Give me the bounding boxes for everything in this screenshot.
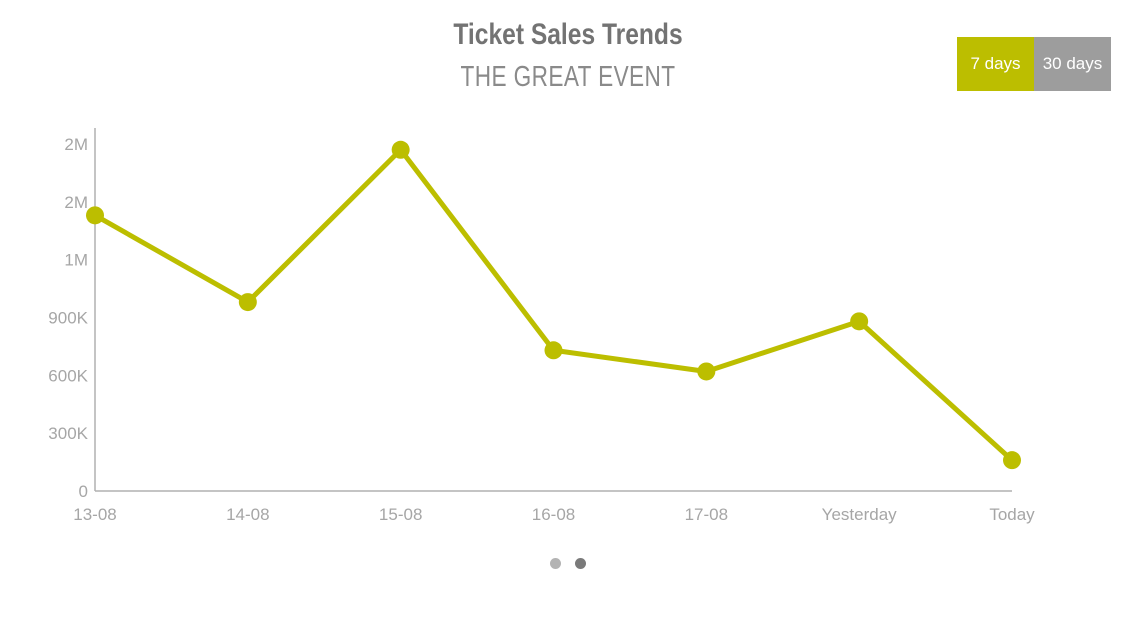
page-dot-2-active[interactable] — [575, 558, 586, 569]
y-tick-label: 900K — [48, 309, 88, 328]
x-tick-label: 16-08 — [532, 505, 575, 524]
y-tick-label: 0 — [79, 482, 88, 501]
data-point — [697, 362, 716, 381]
data-point — [86, 206, 104, 225]
y-tick-label: 1M — [64, 251, 88, 270]
x-tick-label: 13-08 — [73, 505, 116, 524]
x-tick-label: Yesterday — [822, 505, 897, 524]
data-point — [391, 140, 410, 159]
data-point — [1003, 451, 1021, 470]
x-tick-label: 14-08 — [226, 505, 269, 524]
y-tick-label: 300K — [48, 424, 88, 443]
series-line — [92, 147, 1015, 463]
x-tick-label: 17-08 — [685, 505, 728, 524]
range-7-days-button[interactable]: 7 days — [957, 37, 1034, 91]
x-tick-label: 15-08 — [379, 505, 422, 524]
y-tick-label: 2M — [64, 135, 88, 154]
y-tick-label: 600K — [48, 366, 88, 385]
x-tick-label: Today — [989, 505, 1035, 524]
range-30-days-button[interactable]: 30 days — [1034, 37, 1111, 91]
page-dot-1[interactable] — [550, 558, 561, 569]
chart-title: Ticket Sales Trends — [453, 18, 683, 51]
chart-subtitle: THE GREAT EVENT — [460, 61, 676, 93]
data-point — [850, 312, 869, 331]
data-point — [238, 293, 257, 312]
y-tick-label: 2M — [64, 193, 88, 212]
data-point — [544, 341, 563, 360]
